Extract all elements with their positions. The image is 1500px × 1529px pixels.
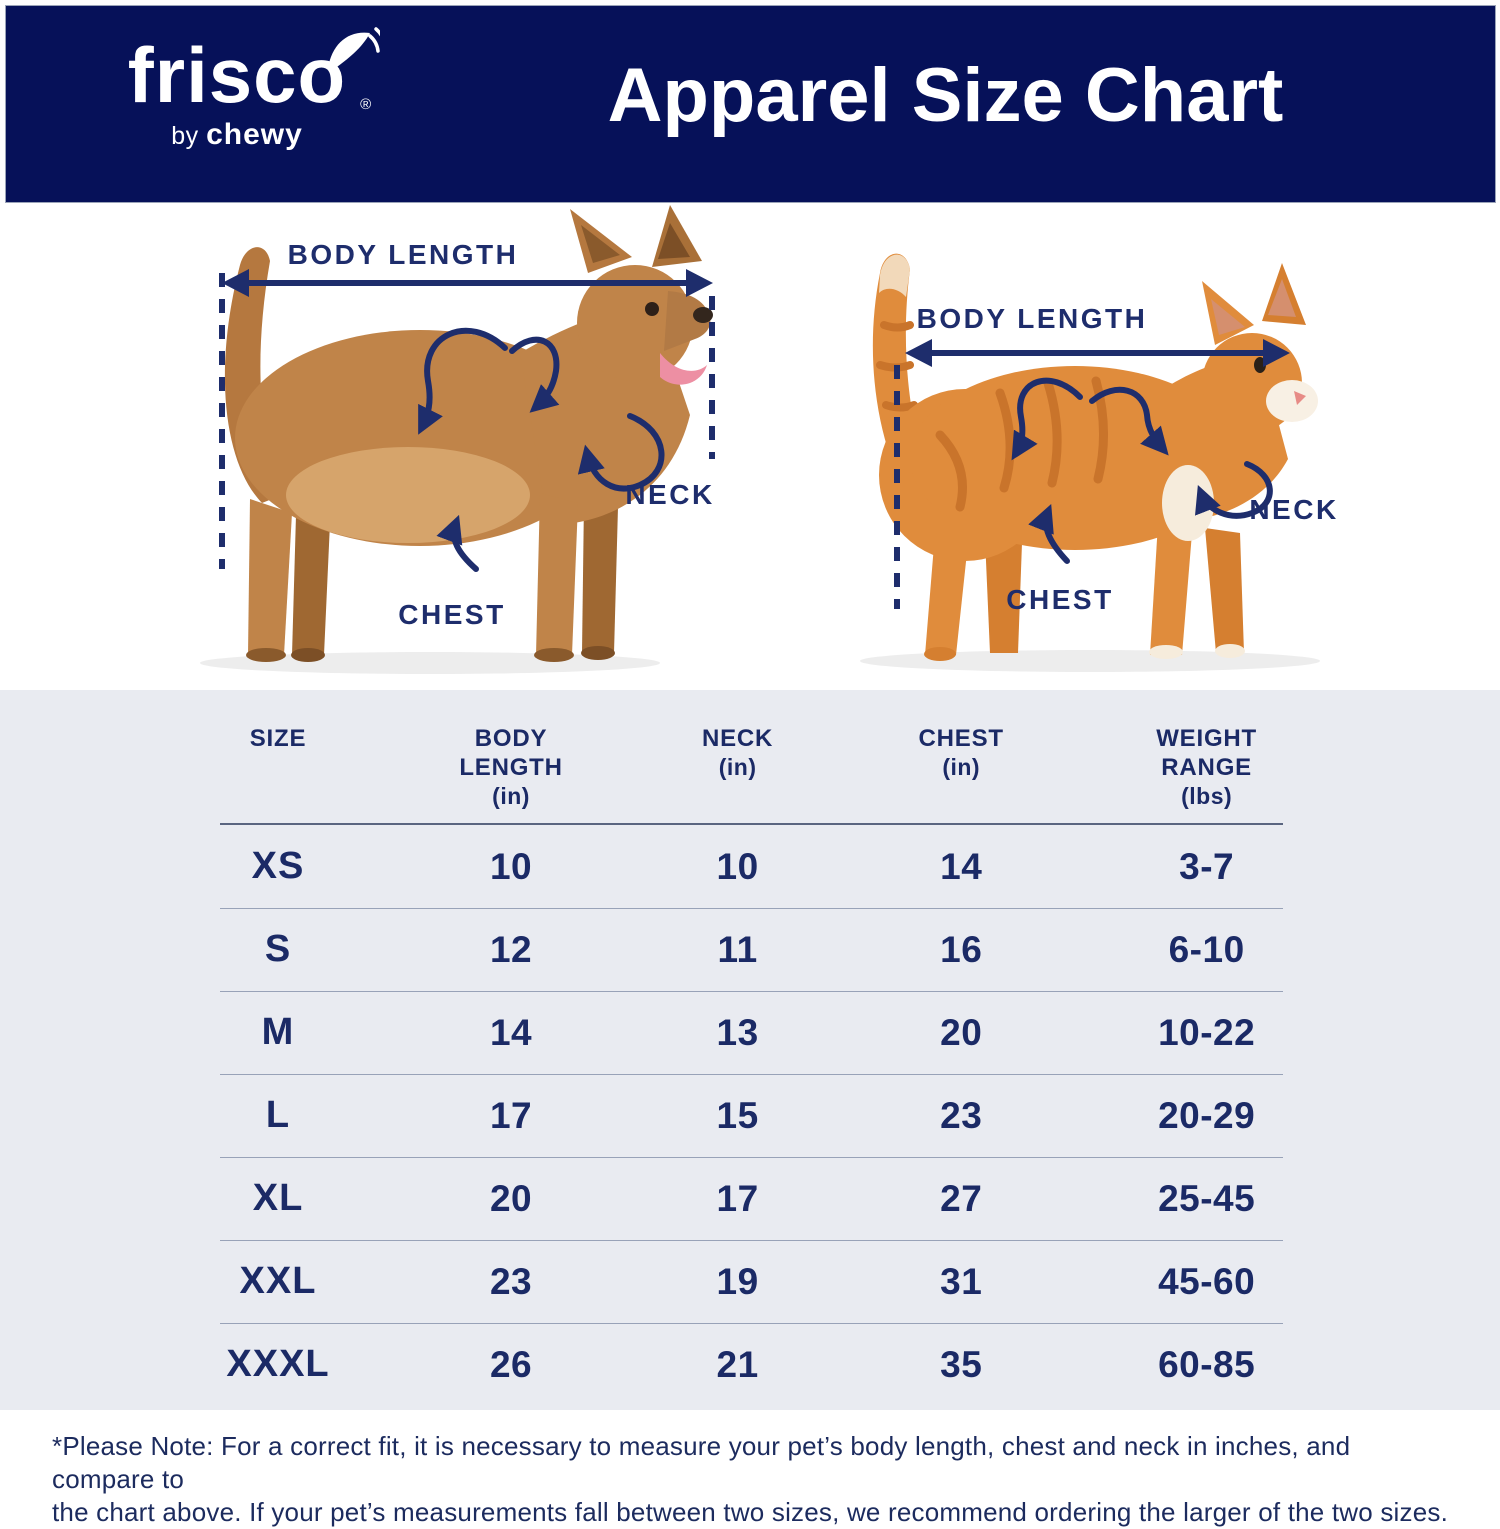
dog-neck-label: NECK	[625, 479, 715, 510]
column-unit: (lbs)	[1181, 783, 1233, 809]
column-unit: (in)	[718, 754, 757, 780]
column-header-body-length: BODY LENGTH (in)	[396, 724, 626, 811]
column-label: CHEST	[918, 725, 1004, 752]
table-row: XS 10 10 14 3-7	[160, 825, 1340, 908]
column-header-size: SIZE	[160, 724, 396, 811]
dog-chest-label: CHEST	[398, 599, 506, 630]
dog-illustration	[224, 205, 713, 662]
registered-trademark: ®	[360, 96, 373, 113]
cell-neck: 19	[716, 1260, 759, 1302]
cell-neck: 17	[716, 1177, 759, 1219]
cell-weight-range: 3-7	[1179, 845, 1235, 887]
header-bar: frisco ® by chewy Apparel Size Chart	[5, 5, 1496, 203]
column-label: BODY LENGTH	[459, 725, 563, 781]
cell-chest: 35	[940, 1343, 983, 1385]
cell-neck: 13	[716, 1011, 759, 1053]
chewy-brand-text: chewy	[206, 118, 303, 151]
diagram-canvas	[200, 205, 1320, 674]
table-row: S 12 11 16 6-10	[160, 908, 1340, 991]
chewy-byline: by chewy	[92, 118, 382, 152]
column-label: WEIGHT RANGE	[1156, 725, 1258, 781]
cell-chest: 23	[940, 1094, 983, 1136]
cell-neck: 10	[716, 845, 759, 887]
cell-size: XL	[252, 1177, 304, 1219]
column-header-chest: CHEST (in)	[849, 724, 1073, 811]
cell-size: XS	[251, 845, 305, 887]
cell-chest: 27	[940, 1177, 983, 1219]
dog-body-length-label: BODY LENGTH	[287, 239, 519, 270]
column-unit: (in)	[492, 783, 530, 809]
column-unit: (in)	[942, 754, 981, 780]
cat-body-length-label: BODY LENGTH	[916, 303, 1148, 334]
cell-neck: 11	[717, 928, 758, 970]
frisco-brand-text: frisco	[127, 31, 347, 119]
column-label: SIZE	[249, 725, 307, 752]
cell-size: XXL	[239, 1260, 317, 1302]
cell-body-length: 12	[489, 928, 533, 970]
cell-neck: 15	[716, 1094, 759, 1136]
footnote-text: *Please Note: For a correct fit, it is n…	[52, 1431, 1449, 1527]
cell-body-length: 26	[489, 1343, 533, 1385]
cell-neck: 21	[716, 1343, 759, 1385]
measurement-arrows	[219, 269, 1290, 609]
cell-weight-range: 45-60	[1158, 1260, 1256, 1302]
cat-shadow	[860, 650, 1320, 672]
table-row: M 14 13 20 10-22	[160, 991, 1340, 1074]
cell-weight-range: 60-85	[1158, 1343, 1256, 1385]
cell-weight-range: 6-10	[1168, 928, 1245, 970]
cell-weight-range: 25-45	[1158, 1177, 1256, 1219]
table-row: XXL 23 19 31 45-60	[160, 1240, 1340, 1323]
table-header-row: SIZE BODY LENGTH (in) NECK (in) CHEST (i…	[160, 724, 1340, 811]
cell-body-length: 14	[489, 1011, 533, 1053]
cell-size: M	[261, 1011, 295, 1053]
cell-weight-range: 20-29	[1158, 1094, 1256, 1136]
table-row: L 17 15 23 20-29	[160, 1074, 1340, 1157]
cat-chest-label: CHEST	[1006, 584, 1114, 615]
cat-neck-label: NECK	[1249, 494, 1339, 525]
cell-size: S	[264, 928, 292, 970]
table-header-divider	[220, 823, 1283, 825]
page-title: Apparel Size Chart	[607, 53, 1284, 138]
frisco-logo: frisco ® by chewy	[92, 27, 382, 152]
column-header-weight-range: WEIGHT RANGE (lbs)	[1073, 724, 1340, 811]
cell-body-length: 17	[489, 1094, 533, 1136]
frisco-tail-icon	[328, 27, 381, 69]
column-label: NECK	[701, 725, 774, 752]
cell-body-length: 20	[489, 1177, 533, 1219]
table-row: XL 20 17 27 25-45	[160, 1157, 1340, 1240]
cell-body-length: 23	[489, 1260, 533, 1302]
footnote: *Please Note: For a correct fit, it is n…	[0, 1410, 1500, 1527]
cell-size: XXXL	[226, 1343, 330, 1385]
cell-chest: 31	[940, 1260, 983, 1302]
size-table: SIZE BODY LENGTH (in) NECK (in) CHEST (i…	[0, 690, 1500, 1410]
cell-size: L	[265, 1094, 291, 1136]
cell-chest: 20	[940, 1011, 983, 1053]
cell-chest: 14	[940, 845, 983, 887]
cell-body-length: 10	[489, 845, 533, 887]
frisco-wordmark: frisco ®	[128, 27, 381, 114]
cell-chest: 16	[940, 928, 983, 970]
column-header-neck: NECK (in)	[626, 724, 849, 811]
table-row: XXXL 26 21 35 60-85	[160, 1323, 1340, 1406]
byline-prefix: by	[171, 122, 199, 150]
table-body: XS 10 10 14 3-7 S 12 11 16 6-10 M 14 13	[160, 825, 1340, 1406]
cell-weight-range: 10-22	[1158, 1011, 1256, 1053]
measurement-diagram: BODY LENGTH NECK CHEST BODY LENGTH NECK …	[0, 203, 1500, 690]
